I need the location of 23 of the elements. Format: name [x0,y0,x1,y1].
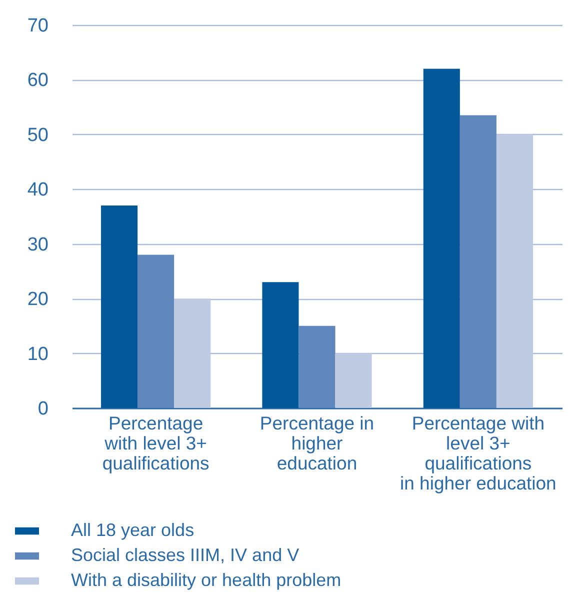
y-tick-label: 30 [27,234,48,256]
y-tick-label: 10 [27,344,48,365]
bar [423,68,460,408]
bar [460,115,496,408]
x-tick-label: Percentage in higher education [260,412,374,474]
bar [138,254,174,408]
y-tick-label: 20 [27,289,48,310]
bar [262,282,299,408]
y-tick-label: 60 [27,70,48,92]
y-tick-label: 0 [38,398,48,420]
y-tick-label: 70 [27,16,48,36]
y-tick-label: 50 [27,124,48,146]
bar [335,353,372,408]
y-tick-label: 40 [27,180,48,201]
bar [174,298,211,408]
legend-label: All 18 year olds [71,520,194,540]
bar [298,326,336,408]
legend-label: Social classes IIIM, IV and V [71,545,300,565]
bar [496,134,533,408]
legend-label: With a disability or health problem [71,570,342,590]
x-tick-label: Percentage with level 3+ qualifications in higher education [400,412,556,494]
x-tick-label: Percentage with level 3+ qualifications [102,412,210,474]
bar [101,206,138,408]
